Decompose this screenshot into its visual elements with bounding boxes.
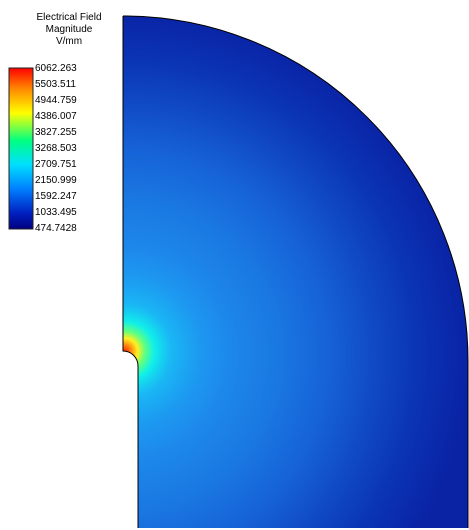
legend-tick-label: 2709.751 — [35, 159, 77, 170]
legend-title-line-2: Magnitude — [45, 24, 93, 35]
legend-tick-labels: 6062.263 5503.511 4944.759 4386.007 3827… — [35, 63, 95, 238]
legend-tick-label: 3827.255 — [35, 127, 77, 138]
legend-tick-label: 1033.495 — [35, 207, 77, 218]
legend-tick-label: 2150.999 — [35, 175, 77, 186]
legend-title-line-1: Electrical Field — [36, 12, 102, 23]
field-hotspot — [123, 240, 340, 490]
legend-tick-label: 6062.263 — [35, 63, 77, 74]
domain-boundary — [122, 15, 469, 528]
field-domain — [123, 16, 468, 528]
legend-tick-label: 474.7428 — [35, 223, 77, 234]
legend-tick-label: 1592.247 — [35, 191, 77, 202]
legend-title: Electrical Field Magnitude V/mm — [0, 12, 138, 48]
legend-tick-label: 4944.759 — [35, 95, 77, 106]
legend-tick-label: 3268.503 — [35, 143, 77, 154]
legend-color-bar — [8, 67, 34, 230]
legend-tick-label: 4386.007 — [35, 111, 77, 122]
legend-tick-label: 5503.511 — [35, 79, 76, 90]
legend-unit: V/mm — [55, 36, 83, 47]
